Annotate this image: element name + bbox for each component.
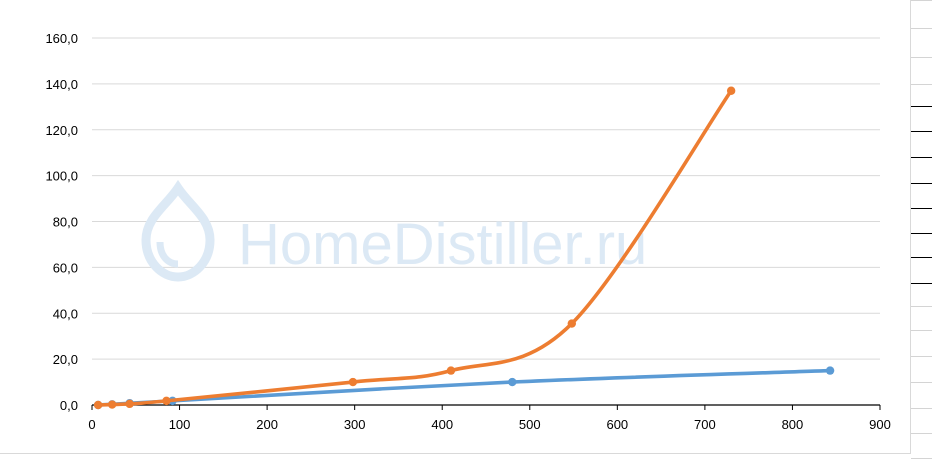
y-tick-label: 0,0: [60, 398, 78, 413]
data-point[interactable]: [825, 366, 835, 375]
cell-border: [911, 57, 932, 58]
x-tick-label: 300: [344, 417, 366, 432]
axes: 0 100 200 300 400 500 600 700 800 900 0,0 20,0 40,0 6…: [45, 31, 890, 432]
cell-border: [911, 208, 932, 209]
y-tick-label: 100,0: [45, 169, 78, 184]
droplet-icon: [141, 179, 215, 282]
cell-border: [911, 183, 932, 184]
cell-border: [911, 257, 932, 258]
watermark: HomeDistiller.ru: [141, 179, 647, 282]
data-point[interactable]: [567, 319, 577, 328]
y-tick-label: 20,0: [53, 352, 78, 367]
cell-border: [911, 356, 932, 357]
cell-border: [911, 106, 932, 107]
data-point[interactable]: [508, 377, 517, 387]
line-chart: HomeDistiller.ru 0 100 200 300 400 500 600 700 8…: [45, 31, 890, 432]
x-tick-label: 900: [869, 417, 891, 432]
x-tick-label: 400: [431, 417, 453, 432]
cell-border: [911, 382, 932, 383]
x-tick-label: 100: [169, 417, 191, 432]
cell-border: [911, 433, 932, 434]
x-tick-label: 200: [256, 417, 278, 432]
cell-border: [911, 157, 932, 158]
cell-border: [911, 408, 932, 409]
cell-border: [911, 306, 932, 307]
data-point[interactable]: [726, 86, 736, 95]
series-line: [96, 368, 832, 407]
data-point[interactable]: [446, 366, 456, 375]
cell-border: [911, 458, 932, 459]
cell-border: [911, 131, 932, 132]
data-point[interactable]: [107, 400, 117, 409]
cell-border: [911, 233, 932, 234]
y-tick-label: 140,0: [45, 77, 78, 92]
cell-border: [911, 84, 932, 85]
x-tick-label: 700: [694, 417, 716, 432]
gridlines: [92, 37, 880, 360]
x-tick-label: 800: [782, 417, 804, 432]
cell-border: [911, 330, 932, 331]
y-tick-label: 120,0: [45, 123, 78, 138]
data-point[interactable]: [348, 377, 358, 387]
chart-area[interactable]: HomeDistiller.ru 0 100 200 300 400 500 600 700 8…: [0, 0, 911, 454]
x-tick-label: 500: [519, 417, 541, 432]
worksheet-cells: [911, 0, 932, 464]
data-point[interactable]: [93, 400, 103, 410]
cell-border: [911, 0, 932, 1]
cell-border: [911, 28, 932, 29]
series-2: [93, 86, 736, 410]
x-tick-label: 600: [606, 417, 628, 432]
series-1: [93, 366, 835, 410]
cell-border: [911, 283, 932, 284]
y-tick-label: 40,0: [53, 306, 78, 321]
watermark-text: HomeDistiller.ru: [238, 212, 647, 277]
y-tick-label: 60,0: [53, 260, 78, 275]
data-point[interactable]: [125, 399, 134, 409]
series-layer: [93, 86, 835, 410]
y-tick-label: 80,0: [53, 215, 78, 230]
y-tick-label: 160,0: [45, 31, 78, 46]
x-tick-label: 0: [88, 417, 95, 432]
data-point[interactable]: [162, 396, 171, 406]
